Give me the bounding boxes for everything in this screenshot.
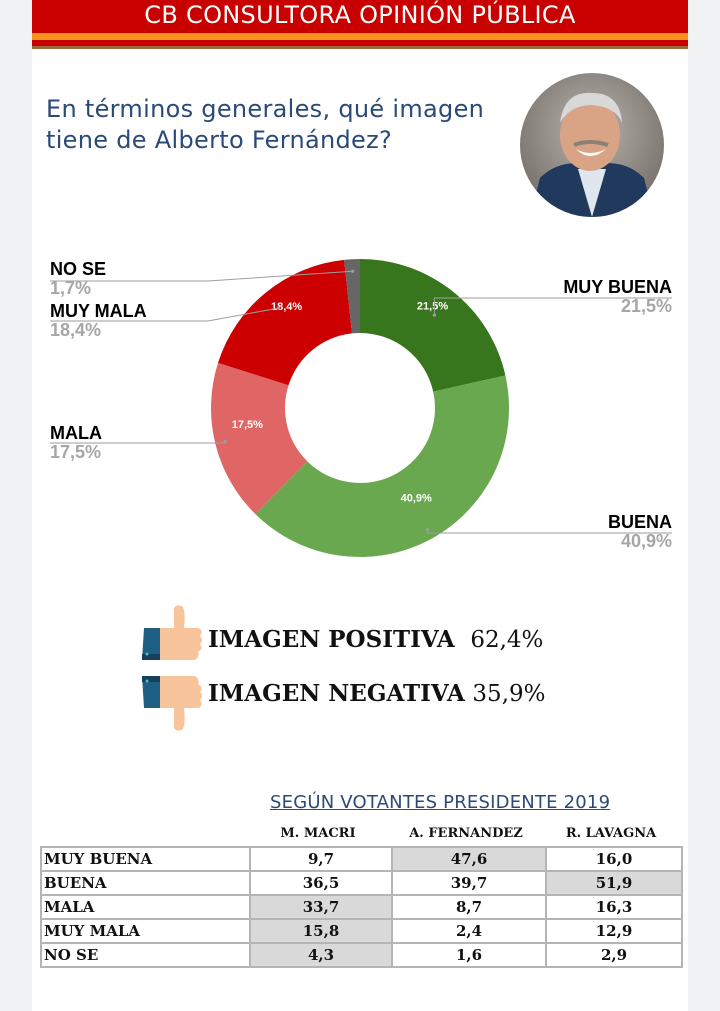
slice-value-label: 21,5% <box>417 300 448 312</box>
label-mala: MALA 17,5% <box>50 424 102 462</box>
label-no-se-value: 1,7% <box>50 278 92 298</box>
negative-label: IMAGEN NEGATIVA <box>208 680 465 707</box>
table-cell: 39,7 <box>391 870 547 896</box>
label-mala-value: 17,5% <box>50 442 102 462</box>
leader-line <box>433 297 672 316</box>
label-muy-mala-value: 18,4% <box>50 320 102 340</box>
positive-label: IMAGEN POSITIVA <box>208 626 455 653</box>
label-no-se: NO SE 1,7% <box>50 260 106 298</box>
label-buena-value: 40,9% <box>620 531 672 551</box>
column-header-macri: M. MACRI <box>280 826 356 841</box>
question-line-1: En términos generales, qué imagen <box>46 95 485 123</box>
leader-line <box>50 307 279 322</box>
label-muy-buena-name: MUY BUENA <box>563 277 672 297</box>
label-muy-buena-value: 21,5% <box>620 296 672 316</box>
candidate-photo <box>520 73 664 217</box>
slice-value-label: 17,5% <box>232 419 263 431</box>
table-cell: 33,7 <box>249 894 393 920</box>
question-title: En términos generales, qué imagen tiene … <box>46 94 526 156</box>
slice-value-label: 18,4% <box>271 301 302 313</box>
label-muy-mala-name: MUY MALA <box>50 301 147 321</box>
table-cell: 16,0 <box>545 846 683 872</box>
label-muy-buena: MUY BUENA 21,5% <box>563 278 672 316</box>
table-cell: 2,9 <box>545 942 683 968</box>
column-header-lavagna: R. LAVAGNA <box>565 826 657 841</box>
table-row: NO SE 4,3 1,6 2,9 <box>40 942 683 968</box>
table-cell: 9,7 <box>249 846 393 872</box>
negative-summary: IMAGEN NEGATIVA 35,9% <box>208 680 546 707</box>
donut-slice-muy-buena <box>360 259 506 392</box>
label-mala-name: MALA <box>50 423 102 443</box>
table-cell: 36,5 <box>249 870 393 896</box>
donut-slice-no-se <box>344 259 360 334</box>
row-label: MALA <box>40 894 251 920</box>
label-muy-mala: MUY MALA 18,4% <box>50 302 147 340</box>
header-rule <box>32 46 688 49</box>
header-title: CB CONSULTORA OPINIÓN PÚBLICA <box>144 1 576 29</box>
table-cell: 1,6 <box>391 942 547 968</box>
leader-line <box>50 270 353 282</box>
thumbs-up-icon <box>142 605 202 660</box>
question-line-2: tiene de Alberto Fernández? <box>46 126 393 154</box>
label-buena-name: BUENA <box>607 512 672 532</box>
leader-dot <box>276 306 280 310</box>
header-stripe <box>32 33 688 40</box>
votes-table: MUY BUENA 9,7 47,6 16,0 BUENA 36,5 39,7 51,9 MAL… <box>40 846 683 968</box>
table-cell: 15,8 <box>249 918 393 944</box>
row-label: BUENA <box>40 870 251 896</box>
donut-slice-buena <box>255 375 509 557</box>
thumbs-down-icon <box>142 676 202 731</box>
table-row: MUY MALA 15,8 2,4 12,9 <box>40 918 683 944</box>
label-buena: BUENA 40,9% <box>608 513 672 551</box>
table-cell: 2,4 <box>391 918 547 944</box>
portrait-image <box>520 73 664 217</box>
table-cell: 8,7 <box>391 894 547 920</box>
row-label: MUY BUENA <box>40 846 251 872</box>
leader-dot <box>432 313 437 317</box>
leader-dot <box>223 439 227 443</box>
row-label: MUY MALA <box>40 918 251 944</box>
header-banner: CB CONSULTORA OPINIÓN PÚBLICA <box>32 0 688 49</box>
table-subtitle: SEGÚN VOTANTES PRESIDENTE 2019 <box>270 792 611 813</box>
donut-slice-mala <box>211 362 308 515</box>
table-cell: 12,9 <box>545 918 683 944</box>
table-cell: 51,9 <box>545 870 683 896</box>
slice-value-label: 40,9% <box>401 492 432 504</box>
table-cell: 4,3 <box>249 942 393 968</box>
table-cell: 16,3 <box>545 894 683 920</box>
table-row: MUY BUENA 9,7 47,6 16,0 <box>40 846 683 872</box>
column-header-fernandez: A. FERNANDEZ <box>409 826 523 841</box>
table-row: MALA 33,7 8,7 16,3 <box>40 894 683 920</box>
positive-value: 62,4% <box>470 627 544 653</box>
table-row: BUENA 36,5 39,7 51,9 <box>40 870 683 896</box>
negative-value: 35,9% <box>472 681 546 707</box>
label-no-se-name: NO SE <box>50 259 107 279</box>
row-label: NO SE <box>40 942 251 968</box>
leader-dot <box>425 527 429 532</box>
positive-summary: IMAGEN POSITIVA 62,4% <box>208 626 543 653</box>
leader-dot <box>351 269 355 273</box>
table-cell: 47,6 <box>391 846 547 872</box>
donut-slice-muy-mala <box>218 259 353 386</box>
